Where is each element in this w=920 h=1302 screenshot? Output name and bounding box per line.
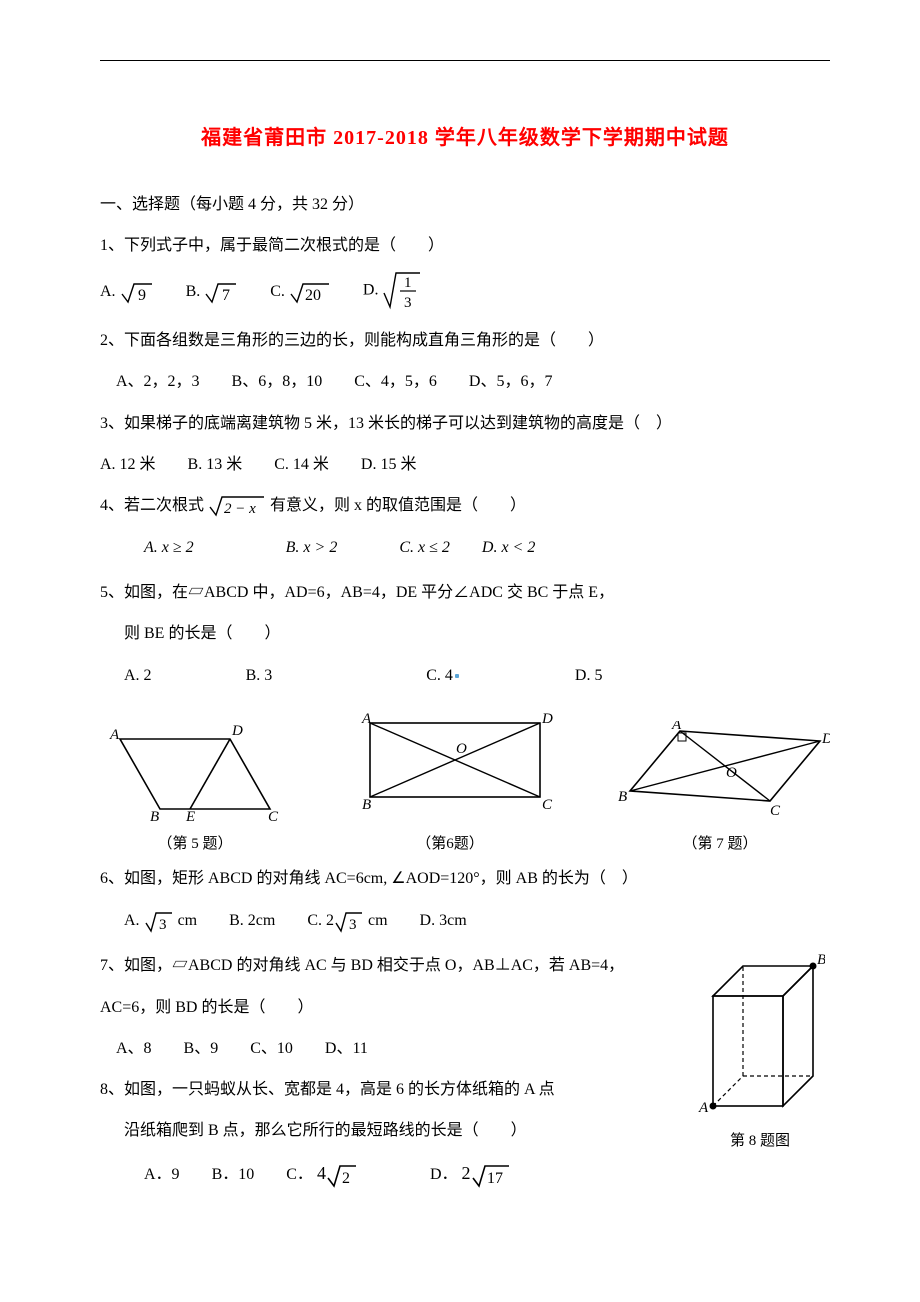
q5-options: A. 2 B. 3 C. 4 D. 5 [100,657,830,693]
sqrt-icon: 3 [334,909,364,935]
q5-figure: A D B E C （第 5 题） [100,721,290,853]
pt-C: C [268,809,279,821]
pt-D: D [821,731,830,747]
q8-B: B．10 [212,1157,255,1192]
q4-options: A. x ≥ 2 B. x > 2 C. x ≤ 2 D. x < 2 [100,529,830,565]
sqrt-icon: 17 [471,1162,511,1190]
q3-options: A. 12 米 B. 13 米 C. 14 米 D. 15 米 [100,447,830,482]
q5-B: B. 3 [246,658,273,693]
q2-options: A、2，2，3 B、6，8，10 C、4，5，6 D、5，6，7 [100,364,830,399]
dot-icon [455,674,459,678]
q1-options: A. 9 B. 7 C. 20 D. 1 [100,269,830,313]
q3-stem: 3、如果梯子的底端离建筑物 5 米，13 米长的梯子可以达到建筑物的高度是（ ） [100,406,830,441]
q1-A-rad: 9 [138,287,146,304]
q6-figure: A D B C O （第6题） [340,711,560,853]
q7-figure: A D B C O （第 7 题） [610,721,830,853]
q6-D: D. 3cm [420,903,467,938]
pt-E: E [185,809,195,821]
q1-B-label: B. [186,283,201,300]
q4-stem-suffix: 有意义，则 x 的取值范围是（ ） [270,497,526,514]
q1-D-label: D. [363,282,379,299]
q4-radicand: 2 − x [224,501,256,517]
pt-C: C [542,797,553,813]
q6-A-rad: 3 [159,917,167,933]
q6-C-coef: 2 [326,912,334,929]
section-heading: 一、选择题（每小题 4 分，共 32 分） [100,190,830,214]
pt-B: B [817,952,825,968]
sqrt-icon: 2 [326,1162,358,1190]
sqrt-icon: 3 [144,909,174,935]
cuboid-icon: A B [695,948,825,1118]
pt-A: A [671,721,682,733]
q4-A: A. x ≥ 2 [144,530,194,565]
figure-row: A D B E C （第 5 题） A D B C O （第6题） [100,711,830,853]
sqrt-frac-icon: 1 3 [382,269,422,313]
sqrt-icon: 7 [204,278,238,306]
q8-D-coef: 2 [462,1163,471,1183]
q4-D: D. x < 2 [482,530,535,565]
q1-D-num: 1 [404,275,412,291]
q8-figcap: 第 8 题图 [690,1129,830,1150]
q6-C-unit: cm [368,912,388,929]
header-rule [100,60,830,61]
pt-A: A [109,727,120,743]
q5-A: A. 2 [124,658,152,693]
pt-B: B [362,797,371,813]
q6-A-pref: A. [124,912,140,929]
q1-B-rad: 7 [222,287,230,304]
q5-figcap: （第 5 题） [100,832,290,853]
q8-A: A．9 [144,1157,180,1192]
q8-C-pref: C． [286,1166,313,1183]
pt-O: O [456,741,467,757]
q6-C-rad: 3 [349,917,357,933]
q5-C: C. 4 [426,667,453,684]
q6-figcap: （第6题） [340,832,560,853]
q5-stem-l2: 则 BE 的长是（ ） [100,616,830,651]
q6-C-pref: C. [307,912,322,929]
q1-stem: 1、下列式子中，属于最简二次根式的是（ ） [100,228,830,263]
q7-figcap: （第 7 题） [610,832,830,853]
q5-D: D. 5 [575,658,603,693]
q6-options: A. 3 cm B. 2cm C. 2 3 cm D. 3cm [100,903,830,939]
sqrt-icon: 2 − x [208,493,266,519]
q2-stem: 2、下面各组数是三角形的三边的长，则能构成直角三角形的是（ ） [100,323,830,358]
parallelogram2-icon: A D B C O [610,721,830,821]
q1-A-label: A. [100,283,116,300]
pt-A: A [361,711,372,727]
pt-D: D [541,711,553,727]
sqrt-icon: 9 [120,278,154,306]
q5-stem-l1: 5、如图，在▱ABCD 中，AD=6，AB=4，DE 平分∠ADC 交 BC 于… [100,575,830,610]
sqrt-icon: 20 [289,278,331,306]
q6-A-unit: cm [178,912,198,929]
q4-C: C. x ≤ 2 [399,530,450,565]
q8-figure: A B 第 8 题图 [690,948,830,1150]
q6-stem: 6、如图，矩形 ABCD 的对角线 AC=6cm, ∠AOD=120°，则 AB… [100,861,830,896]
parallelogram-icon: A D B E C [100,721,290,821]
q1-C-label: C. [270,283,285,300]
pt-B: B [618,789,627,805]
pt-B: B [150,809,159,821]
pt-D: D [231,723,243,739]
q8-D-rad: 17 [487,1170,503,1187]
q4-stem-prefix: 4、若二次根式 [100,497,204,514]
q1-C-rad: 20 [305,287,321,304]
page-title: 福建省莆田市 2017-2018 学年八年级数学下学期期中试题 [100,121,830,150]
q8-options: A．9 B．10 C． 4 2 D． 2 17 [100,1154,830,1194]
q4-B: B. x > 2 [286,530,338,565]
q8-C-coef: 4 [317,1163,326,1183]
q8-D-pref: D． [430,1166,458,1183]
q1-D-den: 3 [404,295,412,311]
q4-stem: 4、若二次根式 2 − x 有意义，则 x 的取值范围是（ ） [100,488,830,523]
rectangle-icon: A D B C O [340,711,560,821]
pt-A: A [698,1100,709,1116]
q6-B: B. 2cm [229,903,275,938]
pt-C: C [770,803,781,819]
pt-O: O [726,765,737,781]
q8-C-rad: 2 [342,1170,350,1187]
